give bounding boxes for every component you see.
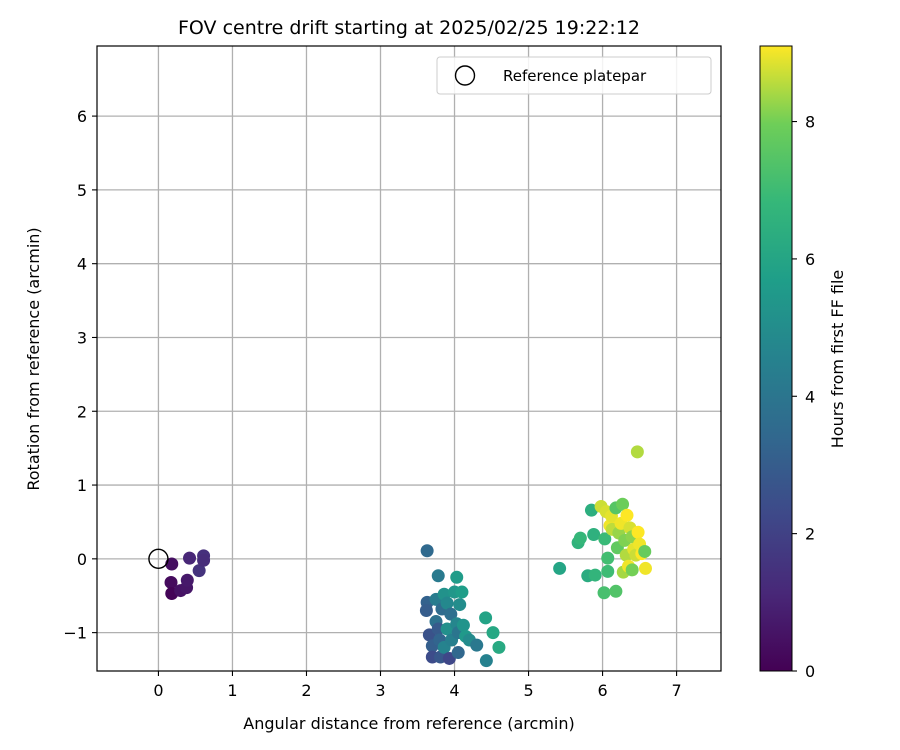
data-point [573,531,587,545]
data-point [431,622,445,636]
legend-box [436,56,712,95]
reference-marker-group [148,548,169,570]
x-axis-title: Angular distance from reference (arcmin) [243,714,574,733]
data-point [470,638,484,652]
colorbar-tick-label: 6 [805,250,815,269]
colorbar-title: Hours from first FF file [828,270,847,449]
y-tick-label: 5 [77,181,87,200]
data-point [456,618,470,632]
data-points [164,445,652,668]
data-point [620,508,634,522]
y-tick-label: 1 [77,476,87,495]
x-tick-label: 4 [449,681,459,700]
data-point [486,626,500,640]
grid [97,46,721,671]
data-point [479,654,493,668]
data-point [638,544,652,558]
y-tick-label: 6 [77,107,87,126]
x-tick-label: 5 [523,681,533,700]
y-tick-label: −1 [63,624,87,643]
data-point [597,586,611,600]
legend-label: Reference platepar [503,67,647,85]
x-tick-label: 7 [671,681,681,700]
data-point [609,584,623,598]
data-point [420,544,434,558]
data-point [553,561,567,575]
data-point [598,532,612,546]
y-axis-title: Rotation from reference (arcmin) [24,227,43,490]
data-point [180,573,194,587]
data-point [431,569,445,583]
x-axis-ticks: 0 1 2 3 4 5 6 7 [153,671,682,700]
data-point [479,611,493,625]
y-tick-label: 3 [77,328,87,347]
data-point [631,525,645,539]
data-point [453,598,467,612]
data-point [587,527,601,541]
colorbar-tick-label: 4 [805,387,815,406]
data-point [444,607,458,621]
data-point [616,497,630,511]
data-point [588,568,602,582]
colorbar-tick-label: 0 [805,662,815,681]
data-point [625,563,639,577]
data-point [419,603,433,617]
legend: Reference platepar [436,56,712,95]
data-point [183,551,197,565]
colorbar-tick-label: 8 [805,113,815,132]
x-tick-label: 2 [301,681,311,700]
data-point [164,575,178,589]
data-point [440,622,454,636]
x-tick-label: 1 [227,681,237,700]
data-point [601,551,615,565]
chart-title: FOV centre drift starting at 2025/02/25 … [178,17,640,39]
data-point [440,596,454,610]
data-point [451,646,465,660]
data-point [165,557,179,571]
x-tick-label: 3 [375,681,385,700]
y-tick-label: 4 [77,255,87,274]
x-tick-label: 6 [597,681,607,700]
data-point [450,570,464,584]
y-axis-ticks: −1 0 1 2 3 4 5 6 [63,107,97,643]
data-point [630,445,644,459]
data-point [638,561,652,575]
reference-point-marker [148,548,169,570]
colorbar: 0 2 4 6 8 Hours from first FF file [759,45,847,681]
data-point [197,553,211,567]
plot-frame [96,45,722,672]
data-point [492,640,506,654]
colorbar-tick-label: 2 [805,525,815,544]
x-tick-label: 0 [153,681,163,700]
colorbar-gradient [759,45,793,672]
data-point [455,585,469,599]
y-tick-label: 0 [77,550,87,569]
data-point [192,564,206,578]
y-tick-label: 2 [77,402,87,421]
data-point [601,564,615,578]
colorbar-ticks: 0 2 4 6 8 [792,113,815,681]
legend-marker [454,65,476,86]
